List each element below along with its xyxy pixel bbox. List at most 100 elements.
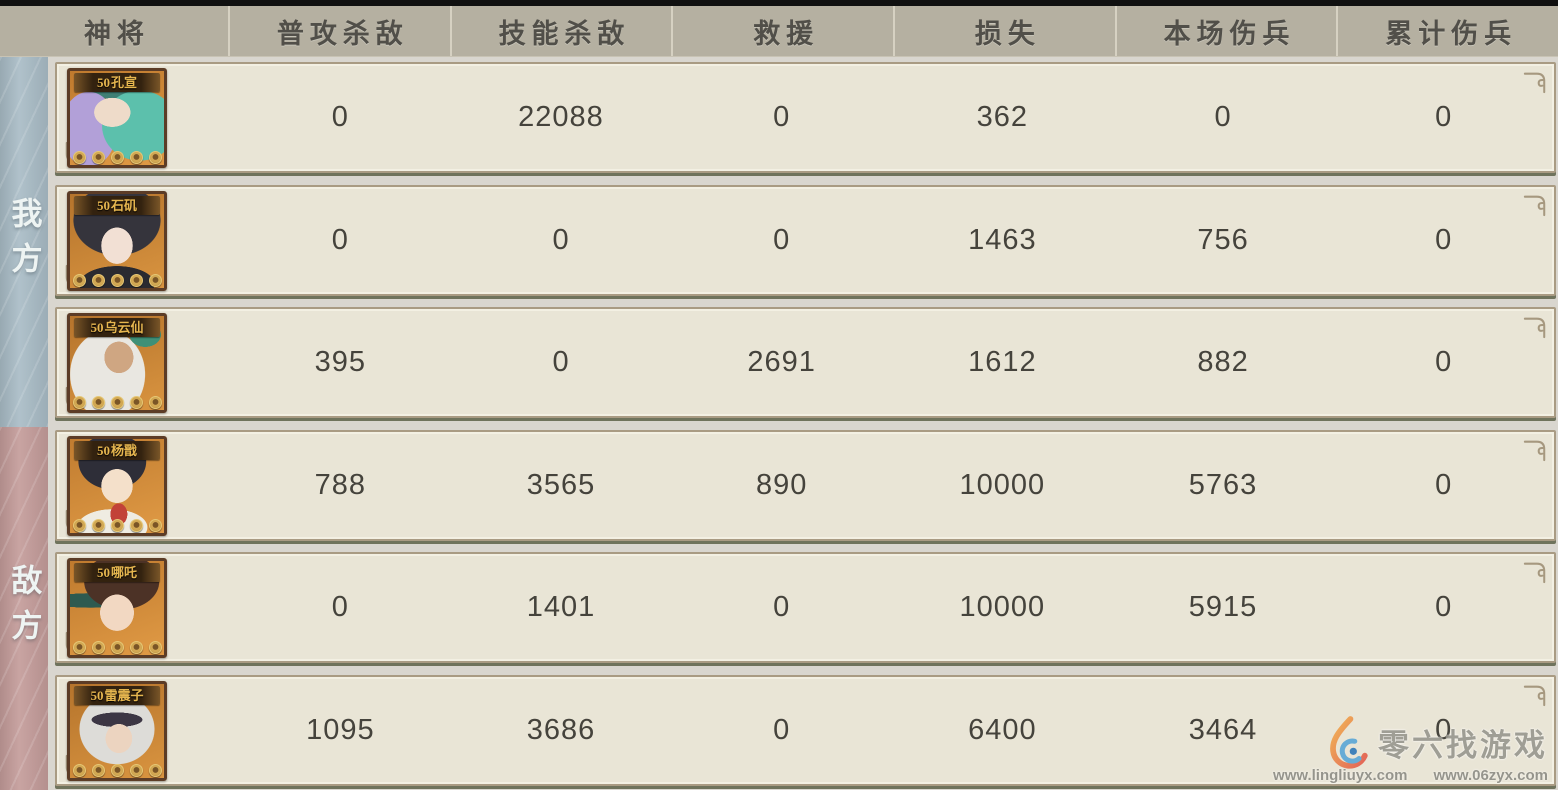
- stat-cell-skill-kills: 3565: [451, 432, 672, 539]
- stat-cell-skill-kills: 1401: [451, 554, 672, 661]
- header-label: 本场伤兵: [1163, 18, 1296, 49]
- stat-value: 882: [1197, 346, 1249, 378]
- medallion-icon: [72, 395, 86, 409]
- stat-value: 10000: [959, 469, 1046, 501]
- stat-value: 788: [314, 469, 367, 501]
- stat-value: 6400: [968, 714, 1037, 746]
- medal-strip: [70, 763, 164, 777]
- stat-cell-wounded-total: 0: [1333, 187, 1554, 294]
- header-label: 普攻杀敌: [276, 18, 409, 49]
- stat-value: 0: [1435, 469, 1453, 501]
- medallion-icon: [91, 640, 105, 654]
- stat-cell-rescue: 0: [671, 64, 892, 171]
- medal-strip: [70, 273, 164, 287]
- hero-cell: 50 哪吒: [57, 554, 230, 661]
- stat-value: 1095: [306, 714, 375, 746]
- medallion-icon: [148, 518, 162, 532]
- stat-cell-rescue: 890: [671, 432, 892, 539]
- medallion-icon: [72, 150, 86, 164]
- hero-cell: 50 石矶: [57, 187, 230, 294]
- enemy-label: 敌方: [6, 563, 42, 654]
- medallion-icon: [91, 395, 105, 409]
- hero-name: 孔宣: [110, 74, 137, 90]
- medallion-icon: [110, 150, 124, 164]
- stat-cell-rescue: 2691: [671, 309, 892, 416]
- corner-ornament-icon: [1523, 72, 1546, 94]
- stat-cell-wounded-current: 5763: [1113, 432, 1334, 539]
- hero-level: 50: [96, 197, 110, 213]
- stat-cell-skill-kills: 3686: [451, 677, 672, 784]
- hero-level: 50: [90, 319, 104, 335]
- medallion-icon: [72, 518, 86, 532]
- header-label: 救援: [753, 18, 820, 49]
- watermark-url-left: www.lingliuyx.com: [1273, 767, 1408, 784]
- stat-value: 395: [314, 346, 367, 378]
- stat-value: 0: [552, 224, 570, 256]
- hero-level: 50: [96, 74, 110, 90]
- medallion-icon: [148, 640, 162, 654]
- hero-row-nezha: 50 哪吒 0 1401 0 10000 5915 0: [55, 552, 1556, 663]
- stat-cell-skill-kills: 0: [451, 187, 672, 294]
- header-col-normal-kills: 普攻杀敌: [228, 6, 450, 56]
- stat-cell-wounded-total: 0: [1333, 64, 1554, 171]
- stat-value: 0: [1435, 101, 1453, 133]
- stat-cell-normal-kills: 1095: [230, 677, 451, 784]
- header-col-rescue: 救援: [671, 6, 893, 56]
- stat-value: 3686: [526, 714, 596, 746]
- hero-cell: 50 乌云仙: [57, 309, 230, 416]
- hero-row-wuyunxian: 50 乌云仙 395 0 2691 1612 882 0: [55, 307, 1556, 418]
- hero-name: 雷震子: [104, 687, 144, 703]
- hero-portrait-nezha[interactable]: 50 哪吒: [67, 557, 167, 658]
- hero-level: 50: [96, 442, 110, 458]
- hero-portrait-wuyunxian[interactable]: 50 乌云仙: [67, 312, 167, 413]
- stat-value: 0: [331, 224, 349, 256]
- stat-value: 0: [773, 101, 791, 133]
- hero-portrait-yangjian[interactable]: 50 杨戬: [67, 435, 167, 536]
- stat-value: 10000: [959, 591, 1046, 623]
- hero-portrait-leizhenzi[interactable]: 50 雷震子: [67, 680, 167, 781]
- stat-value: 0: [773, 714, 791, 746]
- corner-ornament-icon: [1523, 562, 1546, 584]
- hero-cell: 50 雷震子: [57, 677, 230, 784]
- stat-value: 0: [1435, 224, 1453, 256]
- stat-cell-losses: 1612: [892, 309, 1113, 416]
- medallion-icon: [148, 763, 162, 777]
- stat-value: 0: [552, 346, 570, 378]
- stat-cell-losses: 10000: [892, 432, 1113, 539]
- medallion-icon: [110, 395, 124, 409]
- stat-value: 0: [773, 591, 791, 623]
- hero-portrait-kongxuan[interactable]: 50 孔宣: [67, 67, 167, 168]
- header-col-wounded-total: 累计伤兵: [1336, 6, 1558, 56]
- hero-row-leizhenzi: 50 雷震子 1095 3686 0 6400 3464 0: [55, 675, 1556, 786]
- stat-cell-losses: 6400: [892, 677, 1113, 784]
- medallion-icon: [129, 763, 143, 777]
- stat-value: 0: [331, 101, 349, 133]
- medallion-icon: [148, 273, 162, 287]
- hero-name-banner: 50 雷震子: [73, 685, 161, 705]
- ally-section-band: 我方: [0, 57, 48, 427]
- top-black-strip: [0, 0, 1558, 6]
- medal-strip: [70, 150, 164, 164]
- header-label: 神将: [84, 18, 150, 49]
- stat-cell-rescue: 0: [671, 187, 892, 294]
- stat-cell-normal-kills: 395: [230, 309, 451, 416]
- medallion-icon: [110, 640, 124, 654]
- stat-cell-wounded-total: 0: [1333, 677, 1554, 784]
- stat-cell-wounded-current: 3464: [1113, 677, 1334, 784]
- header-col-hero: 神将: [0, 6, 228, 56]
- header-label: 技能杀敌: [498, 18, 631, 49]
- hero-portrait-shiji[interactable]: 50 石矶: [67, 190, 167, 291]
- stat-cell-losses: 10000: [892, 554, 1113, 661]
- stat-value: 3464: [1188, 714, 1258, 746]
- medal-strip: [70, 395, 164, 409]
- hero-name-banner: 50 哪吒: [73, 562, 161, 582]
- stat-cell-normal-kills: 788: [230, 432, 451, 539]
- corner-ornament-icon: [1523, 685, 1546, 707]
- faction-sidebar: 我方 敌方: [0, 57, 48, 790]
- stat-value: 0: [1435, 346, 1453, 378]
- medallion-icon: [148, 150, 162, 164]
- enemy-section-band: 敌方: [0, 427, 48, 790]
- medallion-icon: [91, 518, 105, 532]
- stat-cell-wounded-total: 0: [1333, 554, 1554, 661]
